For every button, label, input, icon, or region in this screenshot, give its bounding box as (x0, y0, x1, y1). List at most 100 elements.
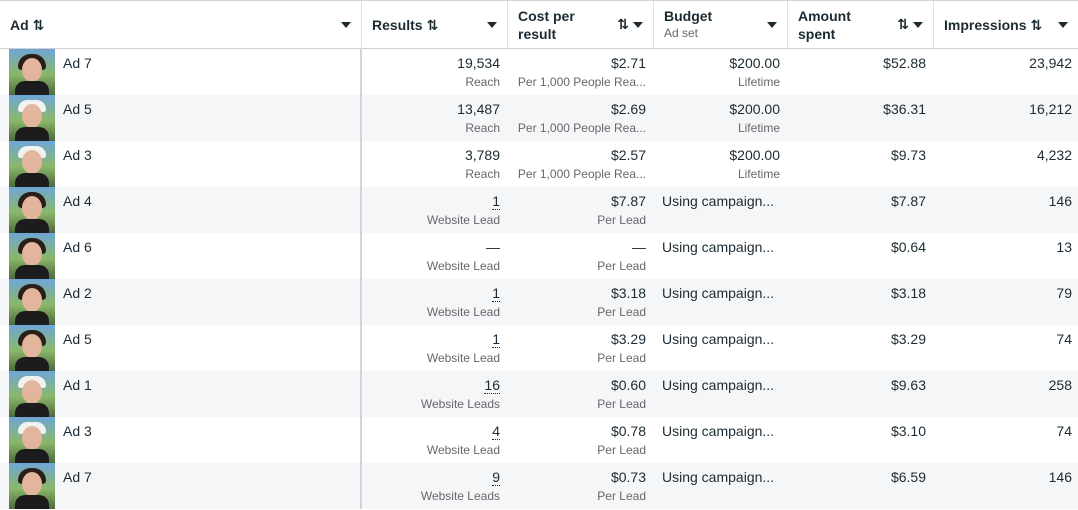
ad-name[interactable]: Ad 5 (63, 101, 92, 117)
impressions-value: 74 (1056, 331, 1072, 347)
table-row[interactable]: Ad 7 9 Website Leads $0.73 Per Lead Usin… (0, 463, 1078, 509)
chevron-down-icon[interactable] (487, 22, 497, 28)
results-type: Reach (465, 167, 500, 181)
budget-value: Using campaign... (662, 285, 775, 301)
ad-cell[interactable]: Ad 4 (0, 187, 362, 233)
ad-name[interactable]: Ad 3 (63, 423, 92, 439)
ad-name[interactable]: Ad 6 (63, 239, 92, 255)
ad-thumbnail[interactable] (9, 371, 55, 417)
ad-thumbnail[interactable] (9, 233, 55, 279)
ad-cell[interactable]: Ad 3 (0, 141, 362, 187)
cost-per-result-type: Per Lead (597, 489, 646, 503)
results-value[interactable]: 16 (362, 376, 500, 394)
chevron-down-icon[interactable] (341, 22, 351, 28)
cost-per-result-value: $3.29 (610, 331, 646, 347)
table-row[interactable]: Ad 4 1 Website Lead $7.87 Per Lead Using… (0, 187, 1078, 233)
results-link[interactable]: 1 (492, 193, 500, 210)
chevron-down-icon[interactable] (767, 22, 777, 28)
column-header-budget[interactable]: Budget Ad set (654, 1, 788, 49)
ad-name[interactable]: Ad 3 (63, 147, 92, 163)
column-header-cost-per-result[interactable]: Cost per result ⇅ (508, 1, 654, 49)
results-link[interactable]: 1 (492, 331, 500, 348)
cost-per-result-cell: $0.78 Per Lead (508, 417, 654, 463)
ad-name[interactable]: Ad 4 (63, 193, 92, 209)
results-value[interactable]: 1 (362, 284, 500, 302)
impressions-value: 13 (1056, 239, 1072, 255)
chevron-down-icon[interactable] (1058, 22, 1068, 28)
table-row[interactable]: Ad 3 3,789 Reach $2.57 Per 1,000 People … (0, 141, 1078, 187)
column-header-amount-spent[interactable]: Amount spent ⇅ (788, 1, 934, 49)
table-row[interactable]: Ad 5 1 Website Lead $3.29 Per Lead Using… (0, 325, 1078, 371)
column-header-results[interactable]: Results ⇅ (362, 1, 508, 49)
results-value[interactable]: 1 (362, 330, 500, 348)
ad-cell[interactable]: Ad 7 (0, 49, 362, 95)
table-row[interactable]: Ad 1 16 Website Leads $0.60 Per Lead Usi… (0, 371, 1078, 417)
chevron-down-icon[interactable] (633, 22, 643, 28)
ad-cell[interactable]: Ad 1 (0, 371, 362, 417)
ad-name[interactable]: Ad 7 (63, 55, 92, 71)
results-value[interactable]: 4 (362, 422, 500, 440)
ad-cell[interactable]: Ad 3 (0, 417, 362, 463)
column-header-impressions[interactable]: Impressions ⇅ (934, 1, 1078, 49)
ad-name[interactable]: Ad 7 (63, 469, 92, 485)
results-value: 13,487 (457, 101, 500, 117)
amount-spent-value: $52.88 (883, 55, 926, 71)
ad-thumbnail[interactable] (9, 325, 55, 371)
results-cell: 4 Website Lead (362, 417, 508, 463)
table-row[interactable]: Ad 5 13,487 Reach $2.69 Per 1,000 People… (0, 95, 1078, 141)
cost-per-result-value: $2.69 (610, 101, 646, 117)
amount-spent-value: $9.73 (890, 147, 926, 163)
column-title-impressions: Impressions (944, 17, 1027, 33)
ad-thumbnail[interactable] (9, 279, 55, 325)
sort-icon[interactable]: ⇅ (32, 16, 45, 33)
sort-icon[interactable]: ⇅ (426, 16, 439, 33)
results-link[interactable]: 1 (492, 285, 500, 302)
results-value: 19,534 (457, 55, 500, 71)
chevron-down-icon[interactable] (913, 22, 923, 28)
ad-cell[interactable]: Ad 5 (0, 325, 362, 371)
ad-cell[interactable]: Ad 7 (0, 463, 362, 509)
ad-thumbnail[interactable] (9, 463, 55, 509)
results-link[interactable]: 16 (484, 377, 500, 394)
ad-name[interactable]: Ad 2 (63, 285, 92, 301)
budget-cell: $200.00 Lifetime (654, 95, 788, 141)
ad-thumbnail[interactable] (9, 49, 55, 95)
amount-spent-cell: $9.63 (788, 371, 934, 417)
budget-value: Using campaign... (662, 469, 775, 485)
sort-icon[interactable]: ⇅ (617, 16, 629, 32)
results-value[interactable]: 1 (362, 192, 500, 210)
cost-per-result-value: $2.57 (610, 147, 646, 163)
ad-thumbnail[interactable] (9, 417, 55, 463)
budget-cell: Using campaign... (654, 463, 788, 509)
amount-spent-value: $3.29 (890, 331, 926, 347)
amount-spent-cell: $3.29 (788, 325, 934, 371)
ad-cell[interactable]: Ad 6 (0, 233, 362, 279)
budget-value: $200.00 (729, 147, 780, 163)
ad-thumbnail[interactable] (9, 141, 55, 187)
table-row[interactable]: Ad 3 4 Website Lead $0.78 Per Lead Using… (0, 417, 1078, 463)
budget-cell: Using campaign... (654, 187, 788, 233)
results-link[interactable]: 9 (492, 469, 500, 486)
results-link[interactable]: 4 (492, 423, 500, 440)
cost-per-result-value: $0.73 (610, 469, 646, 485)
sort-icon[interactable]: ⇅ (897, 16, 909, 32)
sort-icon[interactable]: ⇅ (1030, 16, 1043, 33)
ad-name[interactable]: Ad 5 (63, 331, 92, 347)
budget-type: Lifetime (737, 121, 780, 135)
column-header-ad[interactable]: Ad ⇅ (0, 1, 362, 49)
ad-cell[interactable]: Ad 2 (0, 279, 362, 325)
table-row[interactable]: Ad 7 19,534 Reach $2.71 Per 1,000 People… (0, 49, 1078, 95)
results-value[interactable]: 9 (362, 468, 500, 486)
impressions-cell: 23,942 (934, 49, 1078, 95)
ad-name[interactable]: Ad 1 (63, 377, 92, 393)
ad-cell[interactable]: Ad 5 (0, 95, 362, 141)
budget-type: Lifetime (737, 167, 780, 181)
cost-per-result-cell: $0.73 Per Lead (508, 463, 654, 509)
results-type: Website Lead (426, 213, 500, 227)
ad-thumbnail[interactable] (9, 187, 55, 233)
ad-thumbnail[interactable] (9, 95, 55, 141)
table-row[interactable]: Ad 6 — Website Lead — Per Lead Using cam… (0, 233, 1078, 279)
budget-value: Using campaign... (662, 423, 775, 439)
table-row[interactable]: Ad 2 1 Website Lead $3.18 Per Lead Using… (0, 279, 1078, 325)
budget-value: $200.00 (729, 101, 780, 117)
